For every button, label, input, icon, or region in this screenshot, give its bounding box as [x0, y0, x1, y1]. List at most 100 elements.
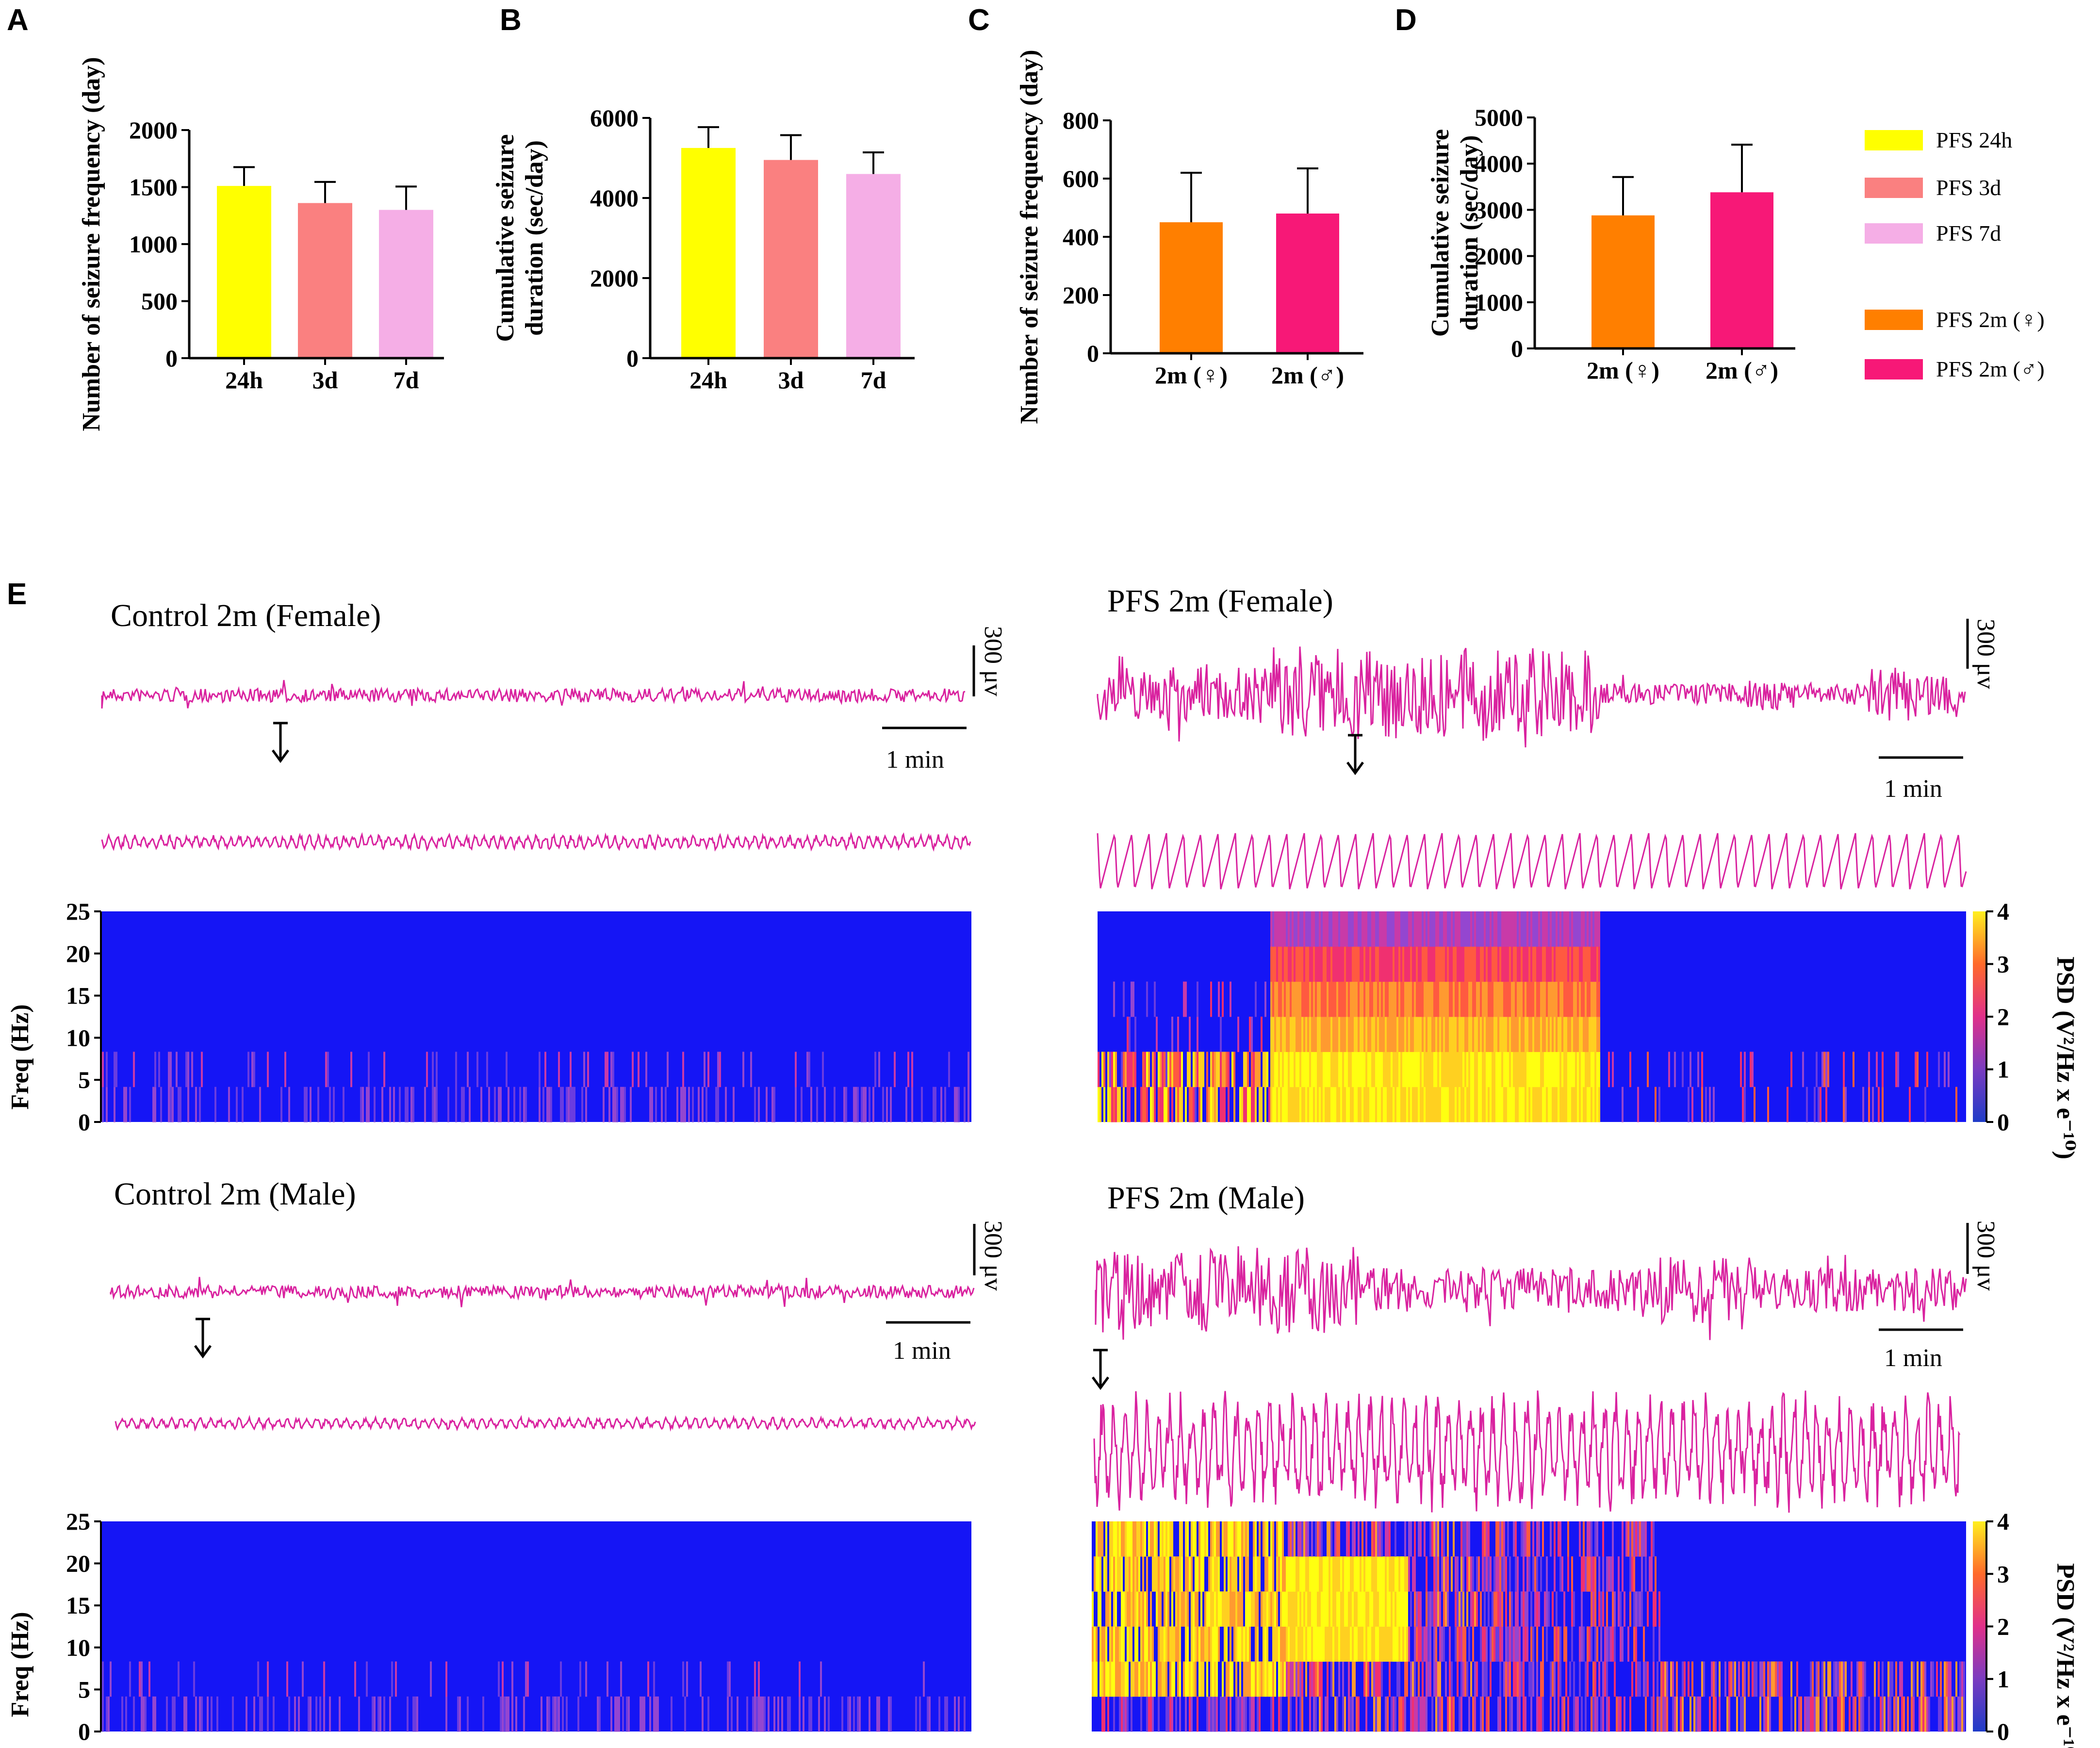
spectrogram-cell — [1655, 1591, 1657, 1627]
spectrogram-cell — [1441, 1626, 1443, 1662]
spectrogram-cell — [1940, 1696, 1942, 1732]
spectrogram-cell — [1393, 1052, 1395, 1088]
spectrogram-cell — [1340, 1591, 1342, 1627]
spectrogram-cell — [1332, 1087, 1334, 1122]
spectrogram-cell — [1387, 911, 1389, 947]
spectrogram-cell — [1123, 1521, 1125, 1557]
spectrogram-cell — [1445, 911, 1447, 947]
spectrogram-cell — [1307, 1556, 1309, 1592]
spectrogram-cell — [1744, 1052, 1746, 1088]
spectrogram-cell — [1546, 1556, 1548, 1592]
spectrogram-cell — [1437, 981, 1439, 1017]
spectrogram-cell — [1158, 1661, 1160, 1697]
spectrogram-cell — [1519, 1087, 1521, 1122]
spectrogram-cell — [1371, 946, 1373, 982]
spectrogram-cell — [1523, 1696, 1525, 1732]
spectrogram-cell — [1241, 1087, 1243, 1122]
spectrogram-cell — [546, 1696, 548, 1732]
spectrogram-cell — [1255, 1052, 1257, 1088]
spectrogram-cell — [1538, 981, 1540, 1017]
spectrogram-cell — [1379, 1591, 1381, 1627]
spectrogram-cell — [1641, 1591, 1643, 1627]
spectrogram-cell — [1127, 1556, 1129, 1592]
spectrogram-cell — [1410, 911, 1412, 947]
spectrogram-cell — [1559, 1626, 1561, 1662]
spectrogram-cell — [1583, 981, 1585, 1017]
spectrogram-cell — [1573, 946, 1575, 982]
spectrogram-cell — [1216, 1696, 1218, 1732]
spectrogram-cell — [1439, 1591, 1441, 1627]
spectrogram-cell — [1688, 1661, 1690, 1697]
spectrogram-cell — [1216, 1626, 1218, 1662]
spectrogram-cell — [1437, 911, 1439, 947]
spectrogram-cell — [1806, 1087, 1808, 1122]
spectrogram-cell — [1637, 1661, 1639, 1697]
psd-tick-label: 3 — [1997, 951, 2009, 978]
spectrogram-cell — [1591, 1087, 1592, 1122]
spectrogram-background — [102, 911, 971, 1122]
spectrogram-cell — [1468, 1017, 1470, 1052]
spectrogram-cell — [1565, 911, 1567, 947]
spectrogram-cell — [1134, 1626, 1136, 1662]
spectrogram-cell — [1736, 1696, 1738, 1732]
spectrogram-cell — [1752, 1661, 1754, 1697]
spectrogram-cell — [1395, 1521, 1396, 1557]
spectrogram-cell — [1299, 1017, 1301, 1052]
spectrogram-cell — [246, 1696, 247, 1732]
spectrogram-cell — [1113, 1591, 1115, 1627]
spectrogram-cell — [1367, 1087, 1369, 1122]
spectrogram-cell — [1558, 981, 1559, 1017]
spectrogram-cell — [1245, 1087, 1247, 1122]
spectrogram-cell — [1142, 1087, 1144, 1122]
spectrogram-cell — [1569, 1661, 1571, 1697]
spectrogram-cell — [1092, 1661, 1094, 1697]
spectrogram-cell — [1165, 1626, 1167, 1662]
spectrogram-cell — [1499, 1556, 1501, 1592]
spectrogram-cell — [1309, 1556, 1311, 1592]
spectrogram-cell — [1919, 1696, 1920, 1732]
spectrogram-cell — [1443, 1591, 1445, 1627]
spectrogram-cell — [1690, 1052, 1691, 1088]
spectrogram-cell — [1554, 1521, 1556, 1557]
spectrogram-cell — [1645, 1696, 1647, 1732]
spectrogram-cell — [1505, 1052, 1507, 1088]
spectrogram-cell — [777, 1696, 779, 1732]
spectrogram-cell — [1697, 1696, 1699, 1732]
spectrogram-cell — [1462, 1626, 1464, 1662]
spectrogram-cell — [1191, 1626, 1193, 1662]
spectrogram-cell — [1117, 1626, 1119, 1662]
spectrogram-cell — [1573, 1661, 1575, 1697]
spectrogram-cell — [1439, 981, 1441, 1017]
spectrogram-cell — [1290, 1521, 1292, 1557]
spectrogram-cell — [1395, 911, 1396, 947]
spectrogram-cell — [1169, 1626, 1171, 1662]
spectrogram-cell — [1424, 1696, 1426, 1732]
spectrogram-cell — [1156, 1556, 1158, 1592]
spectrogram-cell — [1272, 1556, 1274, 1592]
spectrogram-cell — [1429, 946, 1431, 982]
spectrogram-cell — [857, 1696, 859, 1732]
spectrogram-cell — [1577, 911, 1579, 947]
spectrogram-cell — [1301, 1696, 1303, 1732]
spectrogram-cell — [1294, 1087, 1296, 1122]
spectrogram-cell — [1249, 1591, 1251, 1627]
spectrogram-cell — [1243, 1696, 1245, 1732]
spectrogram-cell — [1396, 1052, 1398, 1088]
spectrogram-cell — [1821, 1052, 1823, 1088]
spectrogram-cell — [1598, 1591, 1600, 1627]
spectrogram-cell — [304, 1087, 306, 1122]
spectrogram-cell — [1350, 911, 1352, 947]
spectrogram-cell — [1505, 1661, 1507, 1697]
spectrogram-cell — [1385, 1696, 1387, 1732]
spectrogram-cell — [1099, 1521, 1101, 1557]
spectrogram-cell — [1290, 1591, 1292, 1627]
spectrogram-cell — [1843, 1696, 1845, 1732]
spectrogram-cell — [1558, 911, 1559, 947]
spectrogram-cell — [1319, 1626, 1321, 1662]
spectrogram-cell — [1565, 946, 1567, 982]
spectrogram-cell — [1429, 1591, 1431, 1627]
spectrogram-cell — [581, 1087, 583, 1122]
spectrogram-cell — [1589, 911, 1591, 947]
spectrogram-cell — [1325, 1591, 1327, 1627]
spectrogram-cell — [1474, 946, 1476, 982]
